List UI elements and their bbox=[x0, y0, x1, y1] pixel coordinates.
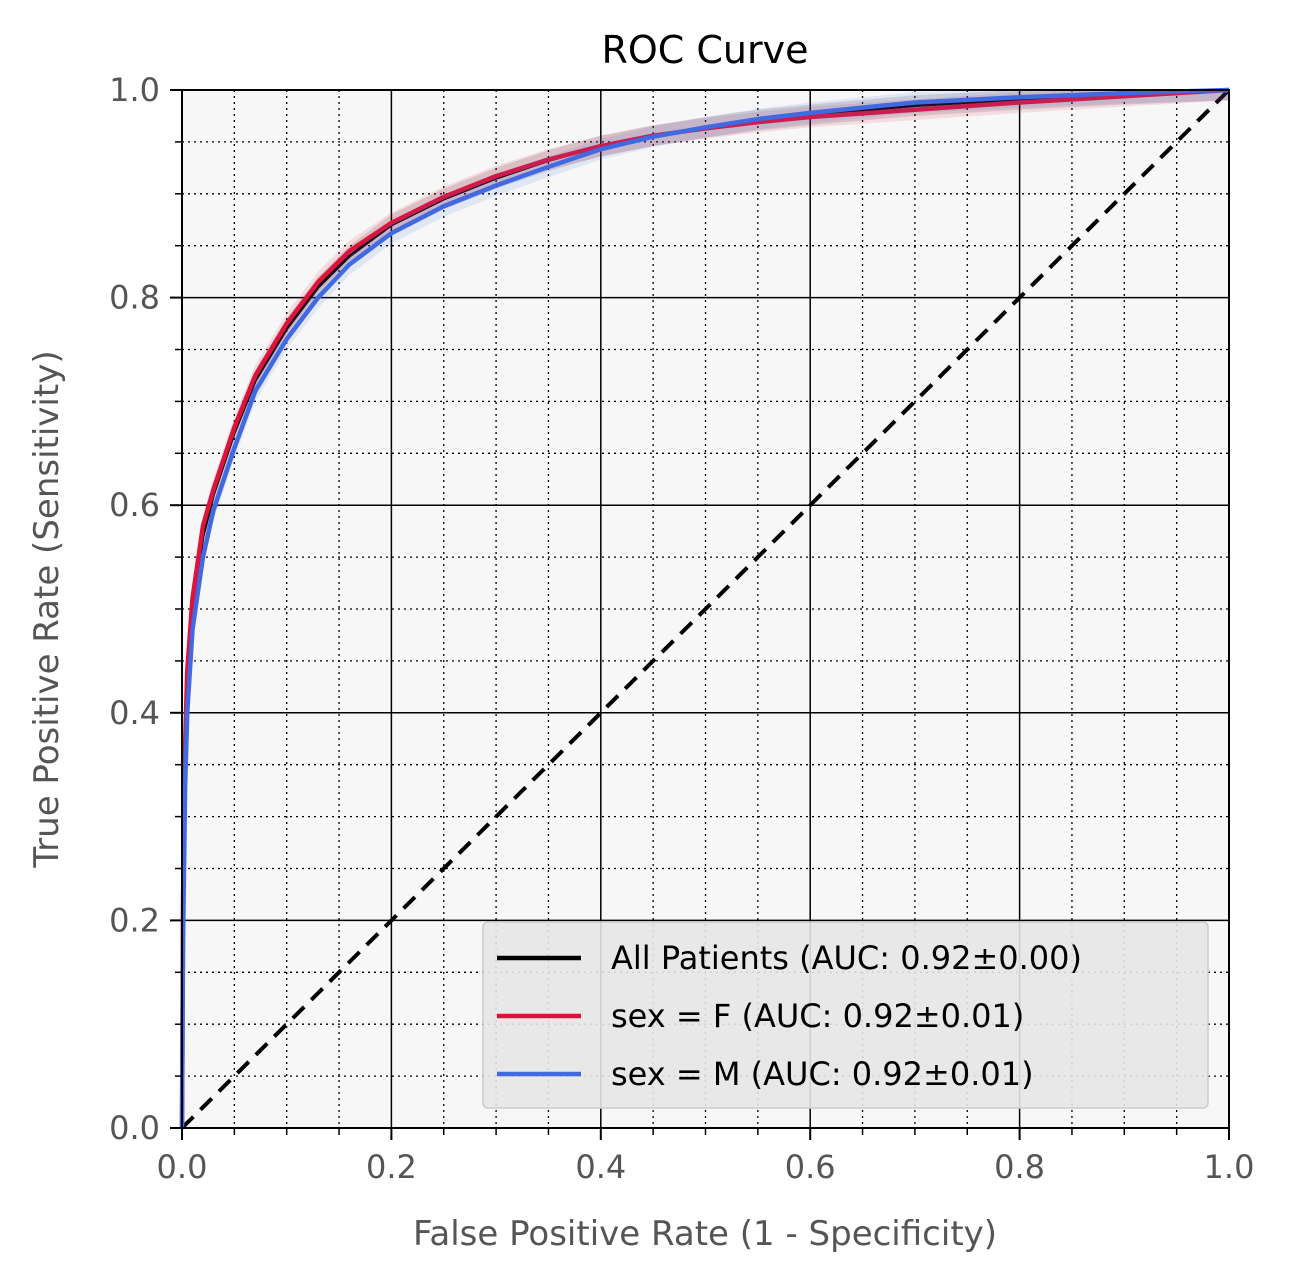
tick-labels: 0.0 0.2 0.4 0.6 0.8 1.0 0.0 0.2 0.4 0.6 0.8 1.0 bbox=[109, 71, 1254, 1186]
y-tick-label: 0.4 bbox=[109, 694, 160, 732]
legend-label-2: sex = M (AUC: 0.92±0.01) bbox=[611, 1055, 1034, 1093]
legend-label-1: sex = F (AUC: 0.92±0.01) bbox=[611, 997, 1024, 1035]
reference-diagonal bbox=[180, 88, 1231, 1130]
y-tick-label: 1.0 bbox=[109, 71, 160, 109]
y-tick-label: 0.8 bbox=[109, 279, 160, 317]
y-tick-label: 0.0 bbox=[109, 1109, 160, 1147]
chart-title: ROC Curve bbox=[601, 28, 808, 72]
x-tick-label: 0.6 bbox=[785, 1148, 836, 1186]
x-axis-label: False Positive Rate (1 - Specificity) bbox=[413, 1214, 997, 1254]
series-line-1 bbox=[179, 87, 1230, 1129]
x-tick-label: 0.0 bbox=[157, 1148, 208, 1186]
y-tick-label: 0.2 bbox=[109, 901, 160, 939]
series-group bbox=[179, 87, 1230, 1129]
x-tick-label: 0.4 bbox=[575, 1148, 626, 1186]
ticks bbox=[170, 89, 1230, 1140]
legend: All Patients (AUC: 0.92±0.00) sex = F (AU… bbox=[482, 921, 1209, 1109]
legend-label-0: All Patients (AUC: 0.92±0.00) bbox=[611, 939, 1082, 977]
y-axis-label: True Positive Rate (Sensitivity) bbox=[27, 350, 67, 868]
x-tick-label: 1.0 bbox=[1204, 1148, 1255, 1186]
x-tick-label: 0.8 bbox=[994, 1148, 1045, 1186]
x-tick-label: 0.2 bbox=[366, 1148, 417, 1186]
series-line-2 bbox=[179, 87, 1230, 1129]
legend-box bbox=[482, 921, 1209, 1109]
y-tick-label: 0.6 bbox=[109, 486, 160, 524]
